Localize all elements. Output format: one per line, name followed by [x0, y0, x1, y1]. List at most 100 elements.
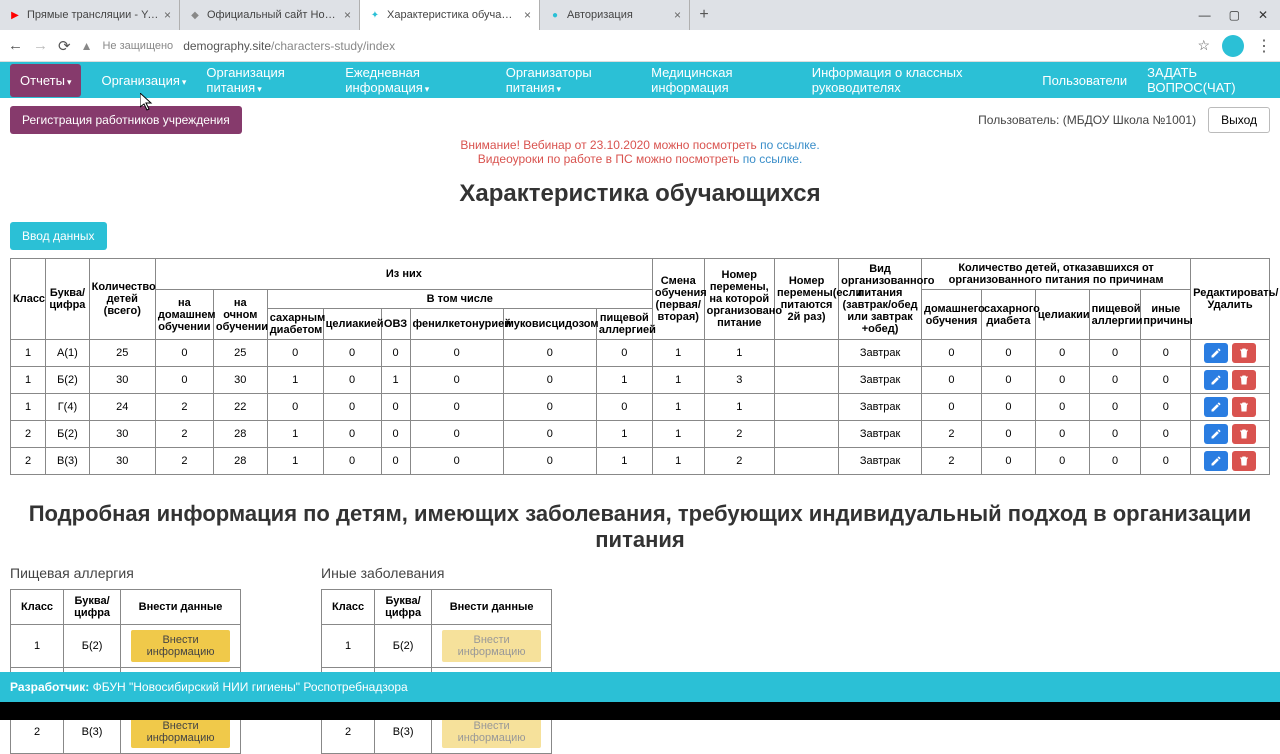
notice-link[interactable]: по ссылке. [760, 138, 820, 152]
notices: Внимание! Вебинар от 23.10.2020 можно по… [0, 138, 1280, 166]
nav-item[interactable]: ЗАДАТЬ ВОПРОС(ЧАТ) [1147, 65, 1270, 95]
forward-button[interactable]: → [33, 37, 48, 54]
col-celiac: целиакией [323, 309, 381, 340]
table-row: 1Б(2)3003010100113Завтрак00000 [11, 367, 1270, 394]
col-shift: Смена обучения (первая/ вторая) [652, 259, 704, 340]
tab-favicon-icon: ✦ [368, 8, 382, 22]
delete-button[interactable] [1232, 451, 1256, 471]
section-title: Подробная информация по детям, имеющих з… [0, 501, 1280, 553]
tab-close-icon[interactable]: × [674, 8, 681, 22]
nav-item[interactable]: Пользователи [1042, 73, 1127, 88]
notice-text: Внимание! Вебинар от 23.10.2020 можно по… [460, 138, 760, 152]
nav-item[interactable]: Организаторы питания▾ [506, 65, 631, 95]
delete-button[interactable] [1232, 370, 1256, 390]
browser-tab[interactable]: ● Авторизация × [540, 0, 690, 30]
sub-bar: Регистрация работников учреждения Пользо… [0, 98, 1280, 142]
enter-info-button[interactable]: Внести информацию [131, 630, 230, 662]
col-actions: Редактировать/ Удалить [1191, 259, 1270, 340]
tab-favicon-icon: ▶ [8, 8, 22, 22]
edit-button[interactable] [1204, 370, 1228, 390]
security-icon: ▲ [81, 39, 93, 53]
tab-close-icon[interactable]: × [164, 8, 171, 22]
edit-button[interactable] [1204, 451, 1228, 471]
browser-tab[interactable]: ◆ Официальный сайт Новосиб × [180, 0, 360, 30]
browser-tabs: ▶ Прямые трансляции - YouTube ×◆ Официал… [0, 0, 1280, 30]
profile-avatar[interactable] [1222, 35, 1244, 57]
col-break2: Номер перемены(если питаются 2й раз) [774, 259, 838, 340]
enter-info-button[interactable]: Внести информацию [442, 630, 541, 662]
notice-text: Видеоуроки по работе в ПС можно посмотре… [478, 152, 743, 166]
col-r-home: домашнего обучения [921, 290, 981, 340]
tab-title: Прямые трансляции - YouTube [27, 9, 159, 21]
main-data-table: Класс Буква/ цифра Количество детей (все… [10, 258, 1270, 475]
tab-close-icon[interactable]: × [524, 8, 531, 22]
col-r-cel: целиакии [1035, 290, 1089, 340]
edit-button[interactable] [1204, 397, 1228, 417]
close-window-button[interactable]: ✕ [1258, 8, 1268, 22]
col-diabetes: сахарным диабетом [267, 309, 323, 340]
nav-item[interactable]: Информация о классных руководителях [812, 65, 1022, 95]
table-row: 1Б(2) Внести информацию [11, 625, 241, 668]
edit-button[interactable] [1204, 343, 1228, 363]
nav-item[interactable]: Организация питания▾ [206, 65, 325, 95]
tab-favicon-icon: ● [548, 8, 562, 22]
data-entry-button[interactable]: Ввод данных [10, 222, 107, 250]
edit-button[interactable] [1204, 424, 1228, 444]
url-display[interactable]: demography.site/characters-study/index [183, 39, 395, 53]
delete-button[interactable] [1232, 424, 1256, 444]
tab-title: Характеристика обучающихся [387, 9, 519, 21]
nav-item[interactable]: Организация▾ [101, 73, 186, 88]
tab-favicon-icon: ◆ [188, 8, 202, 22]
col-total: Количество детей (всего) [89, 259, 155, 340]
col-of-them: Из них [155, 259, 652, 290]
back-button[interactable]: ← [8, 37, 23, 54]
col-break1: Номер перемены, на которой организовано … [704, 259, 774, 340]
delete-button[interactable] [1232, 343, 1256, 363]
allergy-subtitle: Пищевая аллергия [10, 565, 241, 581]
table-row: 1Г(4)2422200000011Завтрак00000 [11, 394, 1270, 421]
table-row: 2В(3)3022810000112Завтрак20000 [11, 448, 1270, 475]
window-controls: — ▢ ✕ [1199, 0, 1280, 30]
col-r-diab: сахарного диабета [982, 290, 1036, 340]
tab-close-icon[interactable]: × [344, 8, 351, 22]
nav-item[interactable]: Ежедневная информация▾ [345, 65, 485, 95]
col-ovz: ОВЗ [381, 309, 410, 340]
col-allergy: пищевой аллергией [596, 309, 652, 340]
browser-tab[interactable]: ✦ Характеристика обучающихся × [360, 0, 540, 30]
col-home-ed: на домашнем обучении [155, 290, 213, 340]
col-class: Класс [11, 259, 46, 340]
minimize-button[interactable]: — [1199, 8, 1211, 22]
col-full-ed: на очном обучении [213, 290, 267, 340]
col-refused: Количество детей, отказавшихся от органи… [921, 259, 1190, 290]
table-row: 2Б(2)3022810000112Завтрак20000 [11, 421, 1270, 448]
enter-info-button[interactable]: Внести информацию [131, 716, 230, 748]
main-navigation: Отчеты▾ Организация▾ Организация питания▾ Е… [0, 62, 1280, 98]
other-subtitle: Иные заболевания [321, 565, 552, 581]
register-staff-button[interactable]: Регистрация работников учреждения [10, 106, 242, 134]
maximize-button[interactable]: ▢ [1229, 8, 1240, 22]
bookmark-icon[interactable]: ☆ [1197, 37, 1210, 54]
enter-info-button[interactable]: Внести информацию [442, 716, 541, 748]
table-row: 1Б(2) Внести информацию [322, 625, 552, 668]
col-muko: муковисцидозом [503, 309, 596, 340]
notice-link[interactable]: по ссылке. [743, 152, 803, 166]
col-including: В том числе [267, 290, 652, 309]
logout-button[interactable]: Выход [1208, 107, 1270, 133]
nav-item[interactable]: Отчеты▾ [10, 64, 81, 97]
reload-button[interactable]: ⟳ [58, 37, 71, 55]
address-bar: ← → ⟳ ▲ Не защищено demography.site/char… [0, 30, 1280, 62]
col-phenyl: фенилкетонурией [410, 309, 503, 340]
col-r-other: иные причины [1141, 290, 1191, 340]
delete-button[interactable] [1232, 397, 1256, 417]
tab-title: Авторизация [567, 9, 669, 21]
browser-menu-icon[interactable]: ⋮ [1256, 36, 1272, 56]
nav-item[interactable]: Медицинская информация [651, 65, 792, 95]
footer: Разработчик: ФБУН "Новосибирский НИИ гиг… [0, 672, 1280, 702]
user-label: Пользователь: (МБДОУ Школа №1001) [978, 113, 1196, 127]
page-title: Характеристика обучающихся [0, 180, 1280, 208]
black-bar [0, 702, 1280, 720]
browser-tab[interactable]: ▶ Прямые трансляции - YouTube × [0, 0, 180, 30]
tab-title: Официальный сайт Новосиб [207, 9, 339, 21]
new-tab-button[interactable]: + [690, 0, 718, 30]
col-r-all: пищевой аллергии [1089, 290, 1141, 340]
